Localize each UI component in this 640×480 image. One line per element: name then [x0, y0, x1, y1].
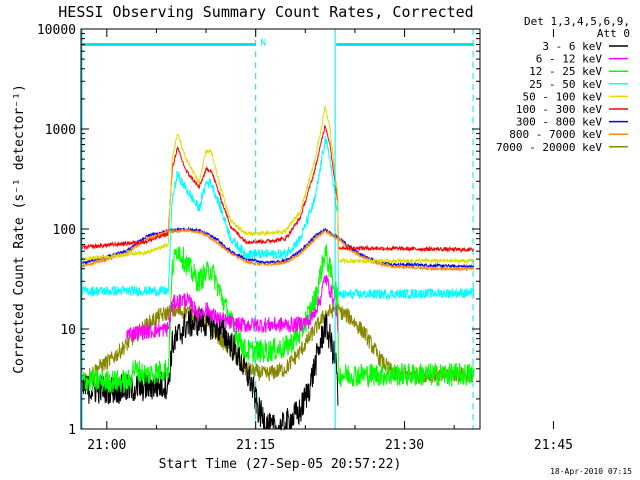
series-line — [80, 105, 475, 265]
series-layer — [80, 105, 475, 431]
legend-label: 7000 - 20000 keV — [496, 141, 602, 154]
legend-label: 300 - 800 keV — [516, 116, 602, 129]
legend-header: Det 1,3,4,5,6,9, — [524, 15, 630, 28]
chart-title: HESSI Observing Summary Count Rates, Cor… — [58, 3, 473, 21]
legend-label: 6 - 12 keV — [536, 53, 603, 66]
legend-label: 25 - 50 keV — [529, 78, 602, 91]
y-tick-label: 10000 — [37, 23, 76, 38]
series-line — [80, 227, 475, 272]
x-tick-label: 21:15 — [236, 438, 275, 453]
x-tick-label: 21:30 — [385, 438, 424, 453]
y-tick-label: 100 — [53, 223, 76, 238]
axes: 11010010001000021:0021:1521:3021:4522:00… — [37, 23, 573, 453]
y-tick-label: 1000 — [45, 123, 76, 138]
legend-label: 12 - 25 keV — [529, 65, 602, 78]
x-axis-label: Start Time (27-Sep-05 20:57:22) — [159, 457, 402, 472]
legend-label: 100 - 300 keV — [516, 103, 602, 116]
y-axis-label: Corrected Count Rate (s⁻¹ detector⁻¹) — [12, 84, 27, 374]
x-tick-label: 21:45 — [534, 438, 573, 453]
legend-header: Att 0 — [597, 27, 630, 40]
legend-label: 3 - 6 keV — [542, 40, 602, 53]
series-line — [80, 226, 475, 270]
footer-date: 18-Apr-2010 07:15 — [550, 467, 632, 476]
y-tick-label: 1 — [68, 423, 76, 438]
series-line — [80, 125, 475, 254]
x-tick-label: 21:00 — [87, 438, 126, 453]
legend-label: 50 - 100 keV — [523, 90, 603, 103]
series-line — [80, 135, 475, 301]
legend-label: 800 - 7000 keV — [509, 128, 602, 141]
y-tick-label: 10 — [60, 323, 76, 338]
series-line — [80, 244, 475, 395]
series-line — [126, 274, 339, 341]
flag-bar-label: N — [261, 38, 266, 48]
